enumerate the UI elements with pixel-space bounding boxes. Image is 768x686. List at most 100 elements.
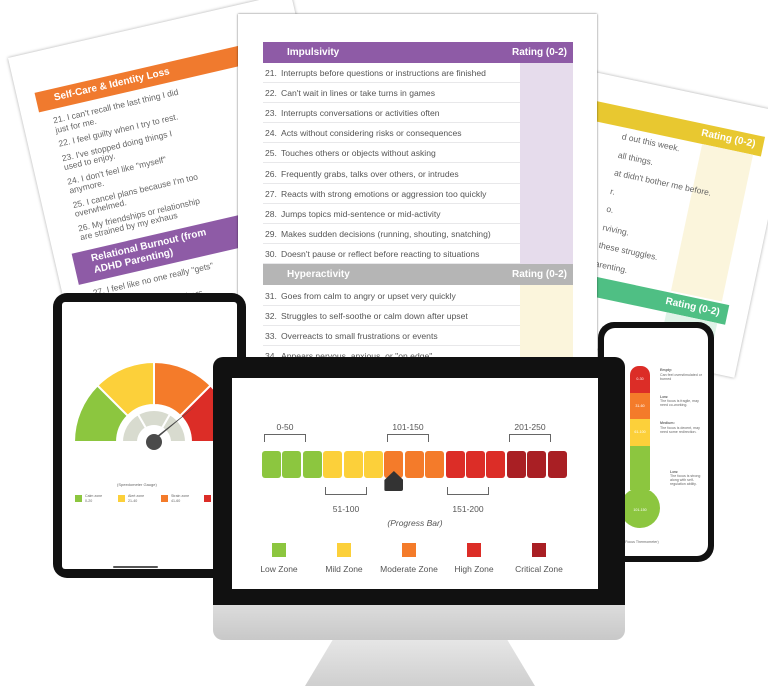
progress-segment bbox=[302, 451, 322, 478]
level-range: 101-150 bbox=[633, 507, 647, 512]
item-number: 29. bbox=[265, 228, 277, 239]
legend-swatch bbox=[204, 495, 211, 502]
range-bracket bbox=[264, 434, 306, 442]
progress-segment bbox=[527, 451, 547, 478]
section-header-hyperactivity: Hyperactivity Rating (0-2) bbox=[263, 264, 573, 285]
zone-label: Low Zone bbox=[260, 564, 298, 574]
progress-segment bbox=[404, 451, 424, 478]
item-number: 26. bbox=[265, 168, 277, 179]
item-text: Overreacts to small frustrations or even… bbox=[281, 331, 438, 342]
tablet-screen: (Speedometer Gauge) Calm zone 0-20 Alert z… bbox=[62, 302, 237, 569]
table-row: 26. Frequently grabs, talks over others, … bbox=[263, 164, 520, 184]
progress-segment bbox=[343, 451, 363, 478]
list-item: o. bbox=[605, 203, 615, 215]
range-label: 101-150 bbox=[392, 422, 424, 432]
list-item: rviving. bbox=[601, 221, 631, 238]
level-title: Low: bbox=[670, 469, 679, 474]
center-worksheet: Impulsivity Rating (0-2) 21. Interrupts b… bbox=[238, 14, 597, 375]
thermometer-segment bbox=[630, 392, 650, 420]
level-range: 31-60 bbox=[635, 403, 645, 408]
range-label: 0-50 bbox=[276, 422, 294, 432]
zone-label: Critical Zone bbox=[515, 564, 563, 574]
tablet-device: (Speedometer Gauge) Calm zone 0-20 Alert z… bbox=[53, 293, 246, 578]
list-item: these struggles. bbox=[597, 239, 659, 263]
gauge-hub bbox=[146, 434, 162, 450]
table-row: 33. Overreacts to small frustrations or e… bbox=[263, 326, 520, 347]
item-text: Interrupts conversations or activities o… bbox=[281, 108, 440, 119]
thermometer-segment bbox=[630, 366, 650, 393]
level-range: 0-30 bbox=[636, 377, 644, 381]
range-label: 51-100 bbox=[332, 504, 360, 514]
progress-segment bbox=[282, 451, 302, 478]
item-number: 23. bbox=[265, 108, 277, 119]
section-title: Hyperactivity bbox=[287, 269, 350, 280]
thermometer-bulb bbox=[620, 488, 660, 528]
list-item: all things. bbox=[617, 149, 655, 167]
monitor-device: 0-50 101-150 201-250 51-100 151-200 (Progres… bbox=[213, 357, 625, 607]
rating-label: Rating (0-2) bbox=[512, 47, 567, 58]
level-description: The focus is fragile, may need co-workin… bbox=[660, 399, 699, 408]
progress-segment bbox=[323, 451, 343, 478]
progress-bar-caption: (Progress Bar) bbox=[387, 518, 443, 528]
thermometer-segment bbox=[630, 419, 650, 446]
legend-label: Calm zone bbox=[85, 494, 103, 498]
gauge-caption: (Speedometer Gauge) bbox=[117, 482, 157, 487]
legend-label: Strain zone bbox=[171, 494, 190, 498]
zone-swatch bbox=[467, 543, 481, 557]
zone-swatch bbox=[532, 543, 546, 557]
level-description: The focus is strong along with self-regu… bbox=[670, 474, 701, 487]
item-number: 22. bbox=[265, 88, 277, 99]
progress-segment bbox=[364, 451, 383, 478]
speedometer-gauge bbox=[72, 360, 236, 450]
table-row: 21. Interrupts before questions or instru… bbox=[263, 63, 520, 83]
item-number: 25. bbox=[265, 148, 277, 159]
level-description: The focus is decent, may need some redir… bbox=[660, 425, 700, 434]
table-row: 27. Reacts with strong emotions or aggres… bbox=[263, 184, 520, 204]
legend-range: 0-20 bbox=[85, 499, 93, 503]
item-text: Touches others or objects without asking bbox=[281, 148, 436, 159]
monitor-screen: 0-50 101-150 201-250 51-100 151-200 (Progres… bbox=[232, 378, 598, 589]
table-row: 25. Touches others or objects without ask… bbox=[263, 143, 520, 164]
progress-segment bbox=[445, 451, 465, 478]
monitor-chin bbox=[213, 605, 625, 640]
progress-segment bbox=[384, 451, 404, 478]
progress-segment bbox=[466, 451, 485, 478]
level-range: 61-100 bbox=[634, 430, 646, 434]
table-row: 31. Goes from calm to angry or upset very… bbox=[263, 286, 520, 306]
table-row: 30. Doesn't pause or reflect before react… bbox=[263, 244, 520, 264]
legend-label: Alert zone bbox=[128, 494, 145, 498]
progress-segment bbox=[506, 451, 526, 478]
item-text: Interrupts before questions or instructi… bbox=[281, 68, 486, 78]
table-row: 23. Interrupts conversations or activitie… bbox=[263, 103, 520, 124]
item-number: 24. bbox=[265, 128, 277, 139]
zone-swatch bbox=[272, 543, 286, 557]
range-bracket bbox=[325, 487, 367, 495]
item-text: Frequently grabs, talks over others, or … bbox=[281, 168, 459, 179]
item-text: Acts without considering risks or conseq… bbox=[281, 128, 462, 139]
monitor-stand bbox=[305, 640, 535, 686]
item-text: Goes from calm to angry or upset very qu… bbox=[281, 291, 456, 301]
item-text: Jumps topics mid-sentence or mid-activit… bbox=[281, 208, 441, 219]
rating-column bbox=[520, 63, 573, 264]
home-indicator bbox=[113, 566, 158, 568]
rating-label: Rating (0-2) bbox=[512, 269, 567, 280]
zone-swatch bbox=[337, 543, 351, 557]
item-text: Reacts with strong emotions or aggressio… bbox=[281, 188, 487, 199]
range-bracket bbox=[387, 434, 429, 442]
table-row: 29. Makes sudden decisions (running, shou… bbox=[263, 224, 520, 244]
zone-label: High Zone bbox=[454, 564, 494, 574]
progress-marker bbox=[384, 471, 404, 491]
progress-segment bbox=[425, 451, 445, 478]
item-number: 27. bbox=[265, 188, 277, 199]
section-title: Impulsivity bbox=[287, 47, 340, 58]
level-title: Low: bbox=[660, 394, 669, 399]
progress-segment bbox=[262, 451, 281, 478]
legend-swatch bbox=[118, 495, 125, 502]
thermometer-segment bbox=[630, 445, 650, 490]
legend-range: 21-40 bbox=[128, 499, 138, 503]
item-text: Struggles to self-soothe or calm down af… bbox=[281, 311, 468, 322]
range-label: 151-200 bbox=[452, 504, 484, 514]
progress-segment bbox=[547, 451, 567, 478]
legend-swatch bbox=[75, 495, 82, 502]
range-bracket bbox=[509, 434, 551, 442]
